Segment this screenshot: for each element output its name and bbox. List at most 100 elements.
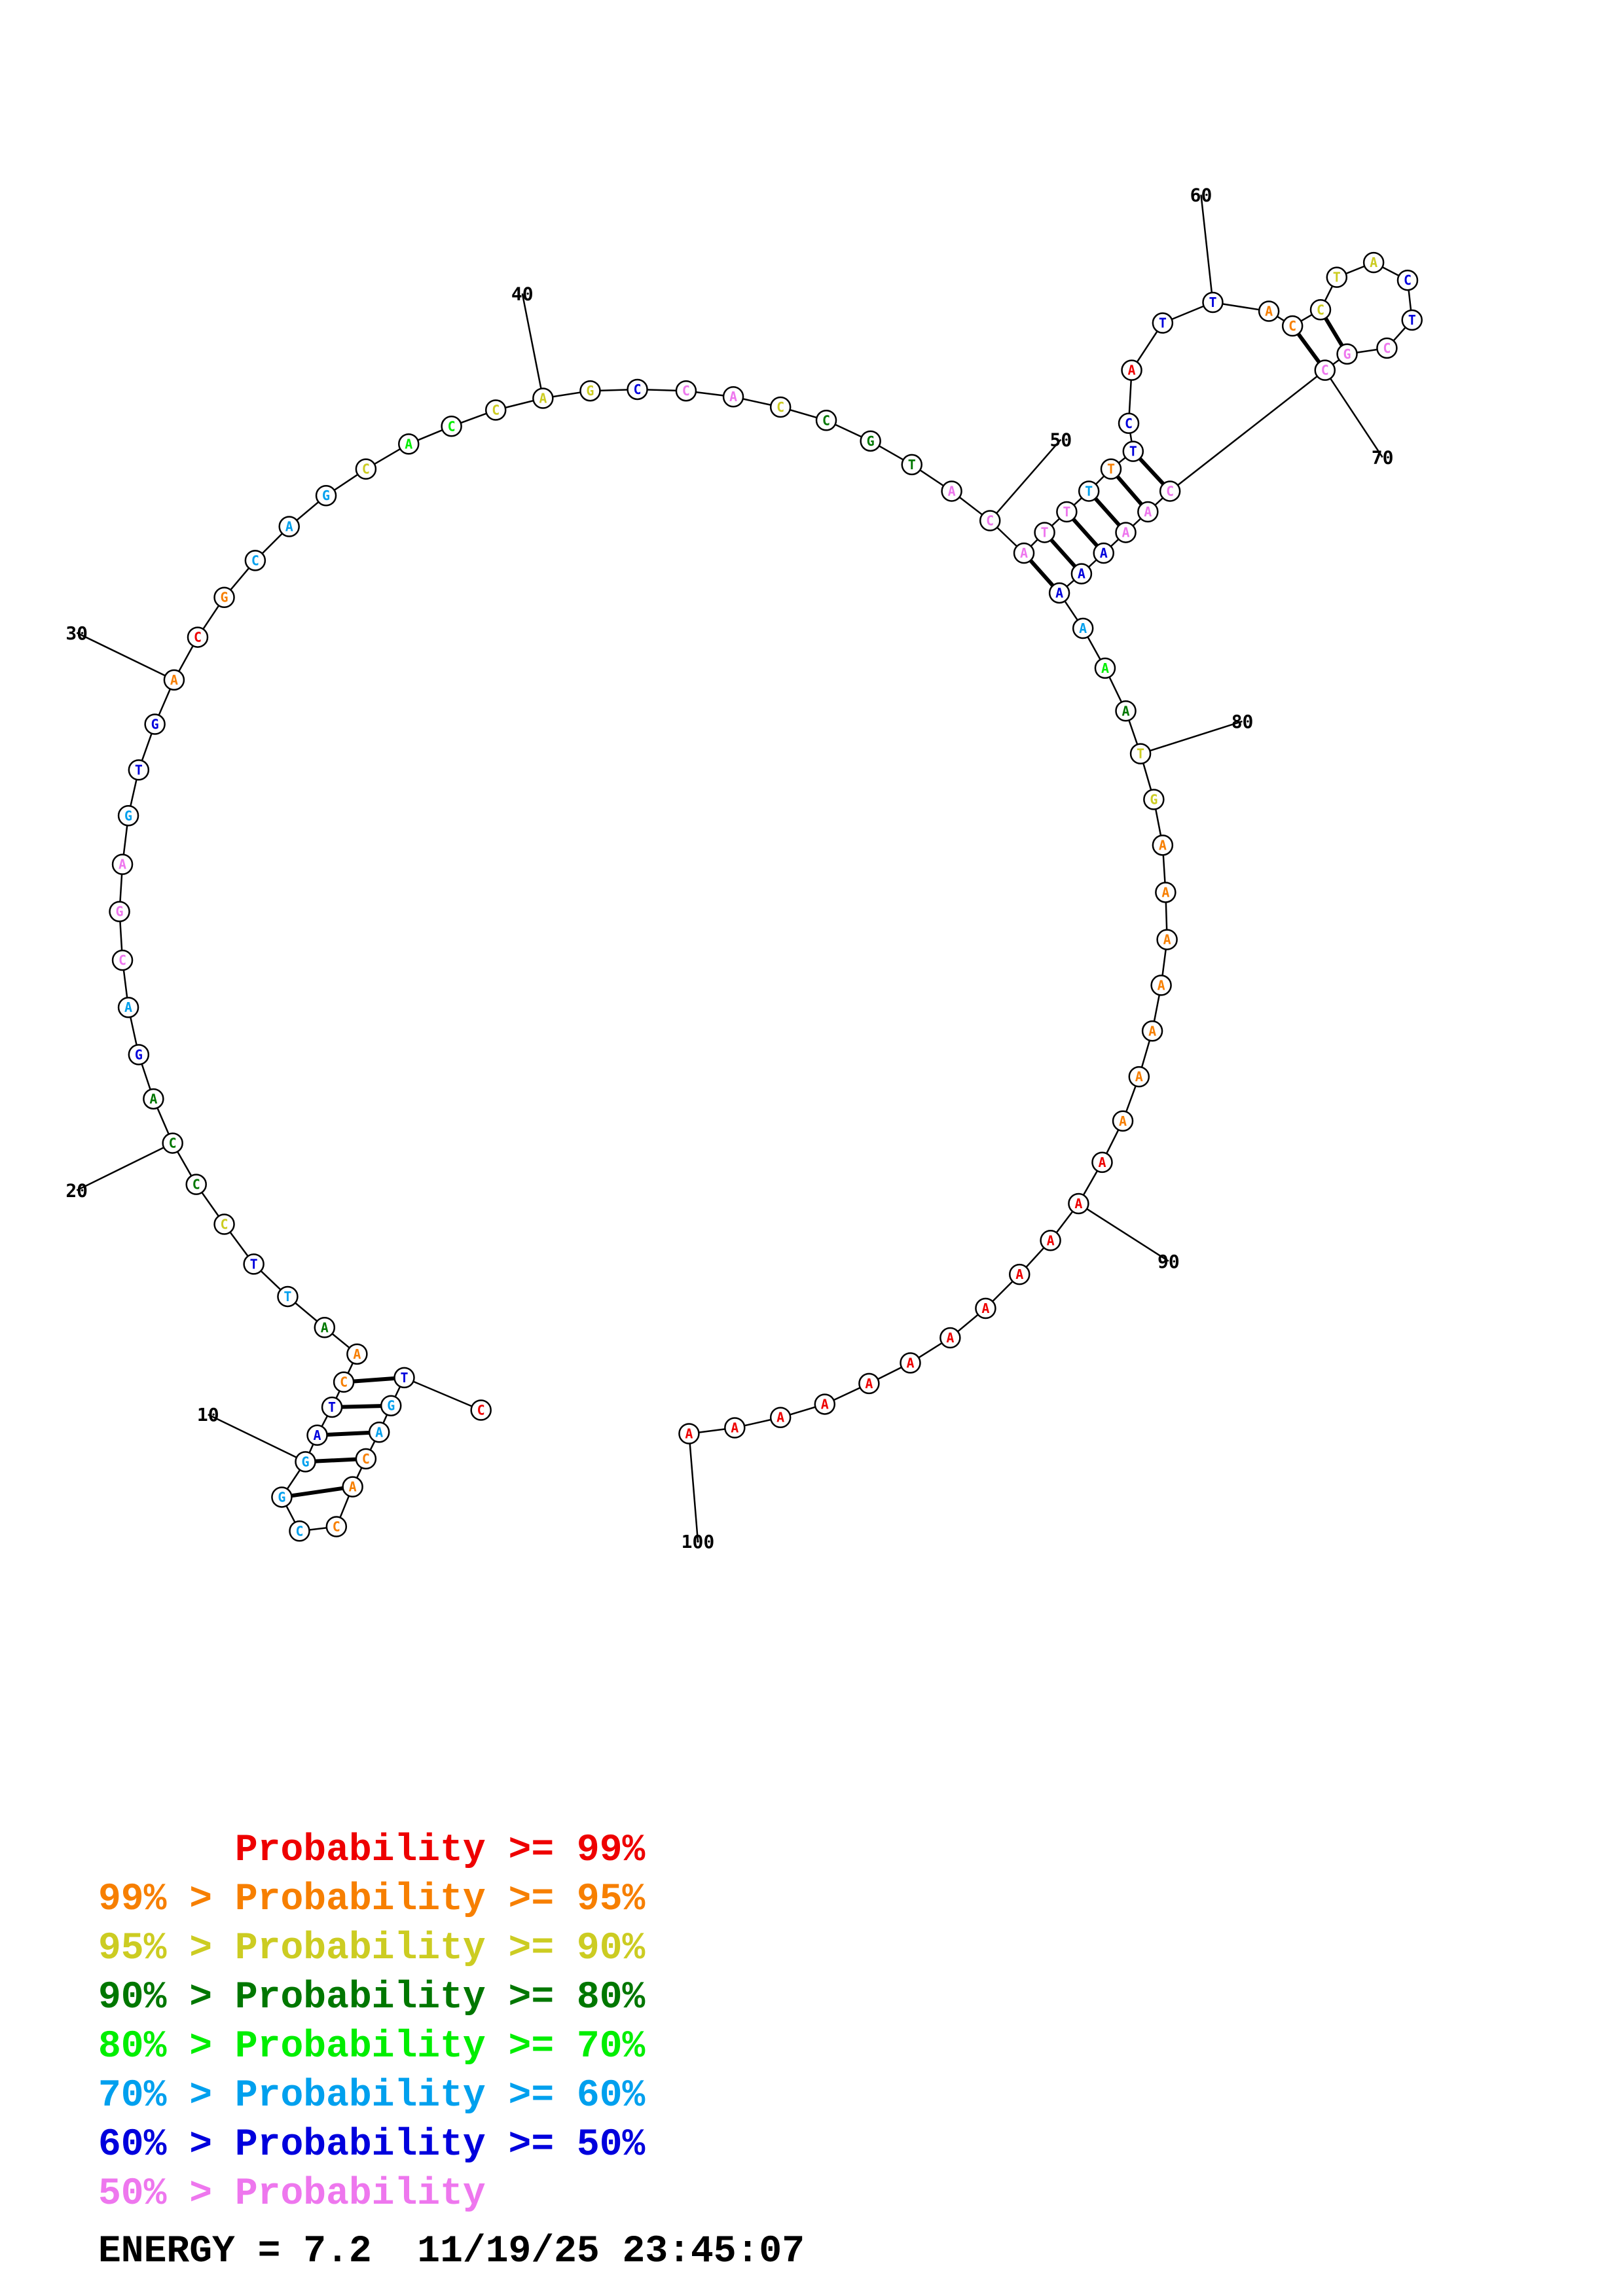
nucleotide: T (1326, 266, 1348, 288)
nucleotide: C (185, 1174, 207, 1195)
nucleotide-base: A (1047, 1232, 1055, 1248)
legend-row: 99% > Probability >= 95% (98, 1875, 645, 1924)
nucleotide: G (1336, 343, 1358, 365)
nucleotide: A (111, 853, 134, 875)
nucleotide: A (939, 1327, 961, 1349)
nucleotide-circle (117, 996, 139, 1018)
nucleotide-base: C (1404, 272, 1412, 288)
nucleotide-circle (1129, 743, 1152, 764)
nucleotide-circle (814, 1393, 836, 1415)
nucleotide-base: C (1125, 416, 1133, 431)
nucleotide-base: A (1074, 1196, 1082, 1211)
nucleotide-circle (1091, 1151, 1113, 1174)
nucleotide: C (187, 626, 209, 648)
nucleotide-circle (314, 1317, 336, 1338)
nucleotide: A (398, 433, 420, 455)
nucleotide: A (278, 516, 300, 537)
nucleotide-base: T (1209, 295, 1216, 310)
nucleotide-base: T (1129, 444, 1137, 459)
nucleotide-base: A (170, 672, 178, 688)
nucleotide-base: C (986, 513, 994, 529)
nucleotide-base: A (1020, 545, 1028, 561)
nucleotide: G (860, 430, 881, 452)
nucleotide-circle (1258, 300, 1280, 322)
nucleotide-circle (975, 1297, 996, 1319)
position-leader-line (76, 632, 175, 681)
nucleotide-base: A (149, 1091, 157, 1107)
nucleotide-base: C (1166, 483, 1174, 499)
nucleotide-circle (111, 949, 134, 971)
nucleotide-base: A (405, 436, 412, 452)
backbone-layer (119, 261, 1413, 1532)
nucleotide: C (1314, 359, 1336, 381)
nucleotide-base: C (295, 1523, 303, 1539)
nucleotide-base: A (375, 1424, 383, 1440)
nucleotide-base: A (1135, 1069, 1143, 1085)
nucleotide-circle (163, 669, 185, 691)
nucleotide: A (346, 1343, 368, 1365)
position-label-20: 20 (65, 1180, 88, 1202)
legend-text: Probability >= 80% (234, 1977, 646, 2019)
legend-row: 50% > Probability (98, 2170, 645, 2219)
nucleotide-base: A (321, 1319, 329, 1335)
nucleotide-base: A (314, 1427, 321, 1443)
position-label-90: 90 (1158, 1251, 1180, 1272)
nucleotide-circle (1401, 309, 1423, 331)
nucleotide-base: C (1321, 363, 1329, 378)
nucleotide-circle (979, 510, 1001, 531)
nucleotide-circle (1362, 251, 1385, 274)
legend-text: Probability >= 90% (234, 1928, 646, 1970)
nucleotide: C (769, 396, 792, 418)
nucleotide: A (1091, 1151, 1113, 1174)
nucleotide-circle (187, 626, 209, 648)
position-leader-line (1200, 194, 1214, 303)
nucleotide: A (1112, 1110, 1134, 1132)
nucleotide-base: G (322, 488, 330, 503)
probability-legend: Probability >= 99% 99% > Probability >= 9… (98, 1826, 645, 2219)
nucleotide: A (117, 996, 139, 1018)
legend-prefix (98, 1829, 235, 1872)
nucleotide-circle (1094, 657, 1116, 679)
nucleotide: C (627, 378, 648, 401)
nucleotide: A (724, 1417, 746, 1439)
nucleotide-base: A (1078, 566, 1085, 582)
nucleotide: A (1115, 522, 1137, 543)
nucleotide-circle (1070, 563, 1093, 584)
nucleotide-base: A (124, 999, 132, 1015)
nucleotide: A (143, 1088, 164, 1110)
nucleotide: A (1141, 1020, 1163, 1042)
nucleotide: G (579, 380, 601, 402)
nucleotide-base: A (1122, 525, 1130, 541)
nucleotide-circle (1143, 789, 1165, 810)
nucleotide-base: A (1161, 884, 1169, 900)
nucleotide-circle (1281, 315, 1304, 337)
nucleotide: A (1152, 834, 1174, 856)
nucleotide: A (1362, 251, 1385, 274)
legend-prefix: 50% > (98, 2173, 235, 2215)
nucleotide: A (1150, 975, 1172, 996)
nucleotide: G (295, 1451, 316, 1473)
nucleotide-circle (1034, 522, 1055, 543)
position-leader-line (521, 293, 544, 399)
nucleotide: A (858, 1372, 880, 1395)
nucleotide-base: T (283, 1289, 291, 1304)
nucleotide-circle (1314, 359, 1336, 381)
nucleotide-base: C (340, 1374, 348, 1390)
nucleotide: T (277, 1285, 299, 1308)
nucleotide-base: A (1158, 977, 1165, 993)
nucleotide-circle (243, 1253, 264, 1275)
nucleotide-circle (1068, 1193, 1089, 1215)
nucleotide-base: A (539, 390, 547, 406)
nucleotide: G (1143, 789, 1165, 810)
legend-prefix: 90% > (98, 1977, 235, 2019)
nucleotide-base: G (867, 433, 875, 449)
nucleotide: A (1009, 1263, 1030, 1285)
position-leader-line (76, 1142, 173, 1191)
position-label-layer: 10 20 30 40 50 60 70 80 90 100 (65, 184, 1393, 1552)
legend-prefix: 80% > (98, 2026, 235, 2068)
legend-text: Probability >= 50% (234, 2124, 646, 2166)
nucleotide-base: C (119, 952, 126, 968)
nucleotide-base: C (634, 382, 642, 397)
nucleotide-circle (1040, 1230, 1061, 1251)
nucleotide-circle (162, 1132, 183, 1154)
